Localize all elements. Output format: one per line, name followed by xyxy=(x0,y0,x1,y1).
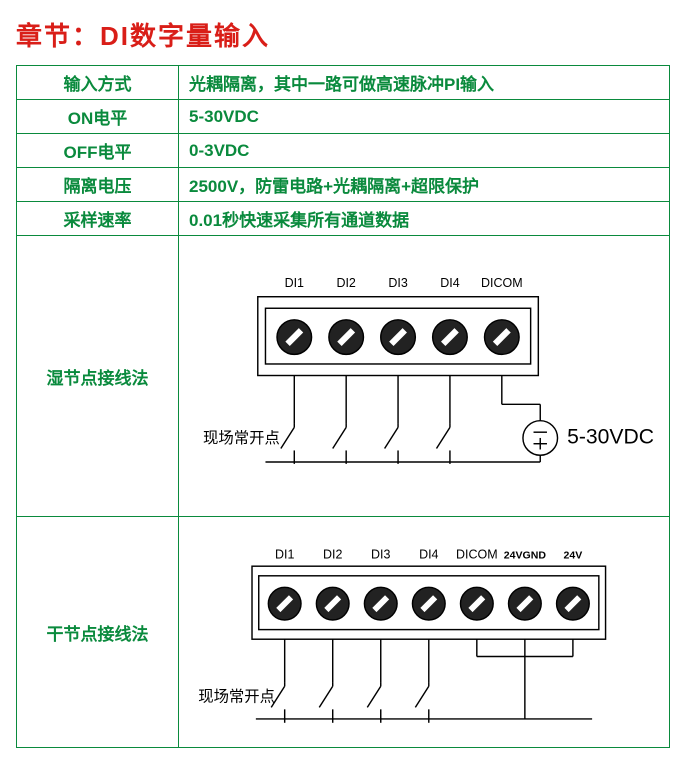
spec-table: 输入方式光耦隔离，其中一路可做高速脉冲PI输入 ON电平5-30VDC OFF电… xyxy=(16,65,670,748)
row-label: OFF电平 xyxy=(17,134,179,168)
svg-text:DI1: DI1 xyxy=(275,547,294,561)
page-title: 章节：DI数字量输入 xyxy=(16,16,670,53)
dry-wiring-label: 干节点接线法 xyxy=(17,517,179,748)
svg-text:24VGND: 24VGND xyxy=(504,549,547,561)
svg-text:5-30VDC: 5-30VDC xyxy=(567,426,654,449)
row-value: 2500V，防雷电路+光耦隔离+超限保护 xyxy=(179,168,670,202)
row-label: 采样速率 xyxy=(17,202,179,236)
row-value: 光耦隔离，其中一路可做高速脉冲PI输入 xyxy=(179,66,670,100)
svg-text:DICOM: DICOM xyxy=(456,547,498,561)
svg-text:DI3: DI3 xyxy=(388,277,407,291)
svg-text:现场常开点: 现场常开点 xyxy=(203,429,280,447)
wet-wiring-label: 湿节点接线法 xyxy=(17,236,179,517)
svg-text:现场常开点: 现场常开点 xyxy=(198,687,275,705)
svg-text:DI4: DI4 xyxy=(440,277,459,291)
svg-text:DI4: DI4 xyxy=(419,547,438,561)
row-label: 隔离电压 xyxy=(17,168,179,202)
svg-text:DI3: DI3 xyxy=(371,547,390,561)
dry-wiring-diagram: DI1 DI2 DI3 DI4 DICOM 24VGND 24V 现场常开点 xyxy=(179,517,670,748)
svg-text:DICOM: DICOM xyxy=(481,277,523,291)
row-value: 0-3VDC xyxy=(179,134,670,168)
row-label: ON电平 xyxy=(17,100,179,134)
svg-text:24V: 24V xyxy=(564,549,583,561)
row-value: 0.01秒快速采集所有通道数据 xyxy=(179,202,670,236)
svg-text:DI2: DI2 xyxy=(323,547,342,561)
row-value: 5-30VDC xyxy=(179,100,670,134)
svg-text:DI1: DI1 xyxy=(285,277,304,291)
svg-text:DI2: DI2 xyxy=(336,277,355,291)
wet-wiring-diagram: DI1 DI2 DI3 DI4 DICOM 5-30VDC 现场常开点 xyxy=(179,236,670,517)
row-label: 输入方式 xyxy=(17,66,179,100)
